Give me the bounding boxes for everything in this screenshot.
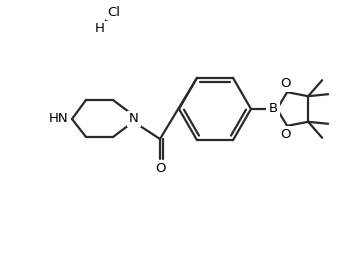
Text: H: H: [95, 22, 105, 35]
Text: O: O: [156, 161, 166, 175]
Text: O: O: [280, 77, 290, 90]
Text: HN: HN: [49, 112, 69, 125]
Text: B: B: [268, 102, 278, 116]
Text: N: N: [129, 112, 139, 125]
Text: Cl: Cl: [108, 6, 120, 19]
Text: O: O: [280, 128, 290, 141]
